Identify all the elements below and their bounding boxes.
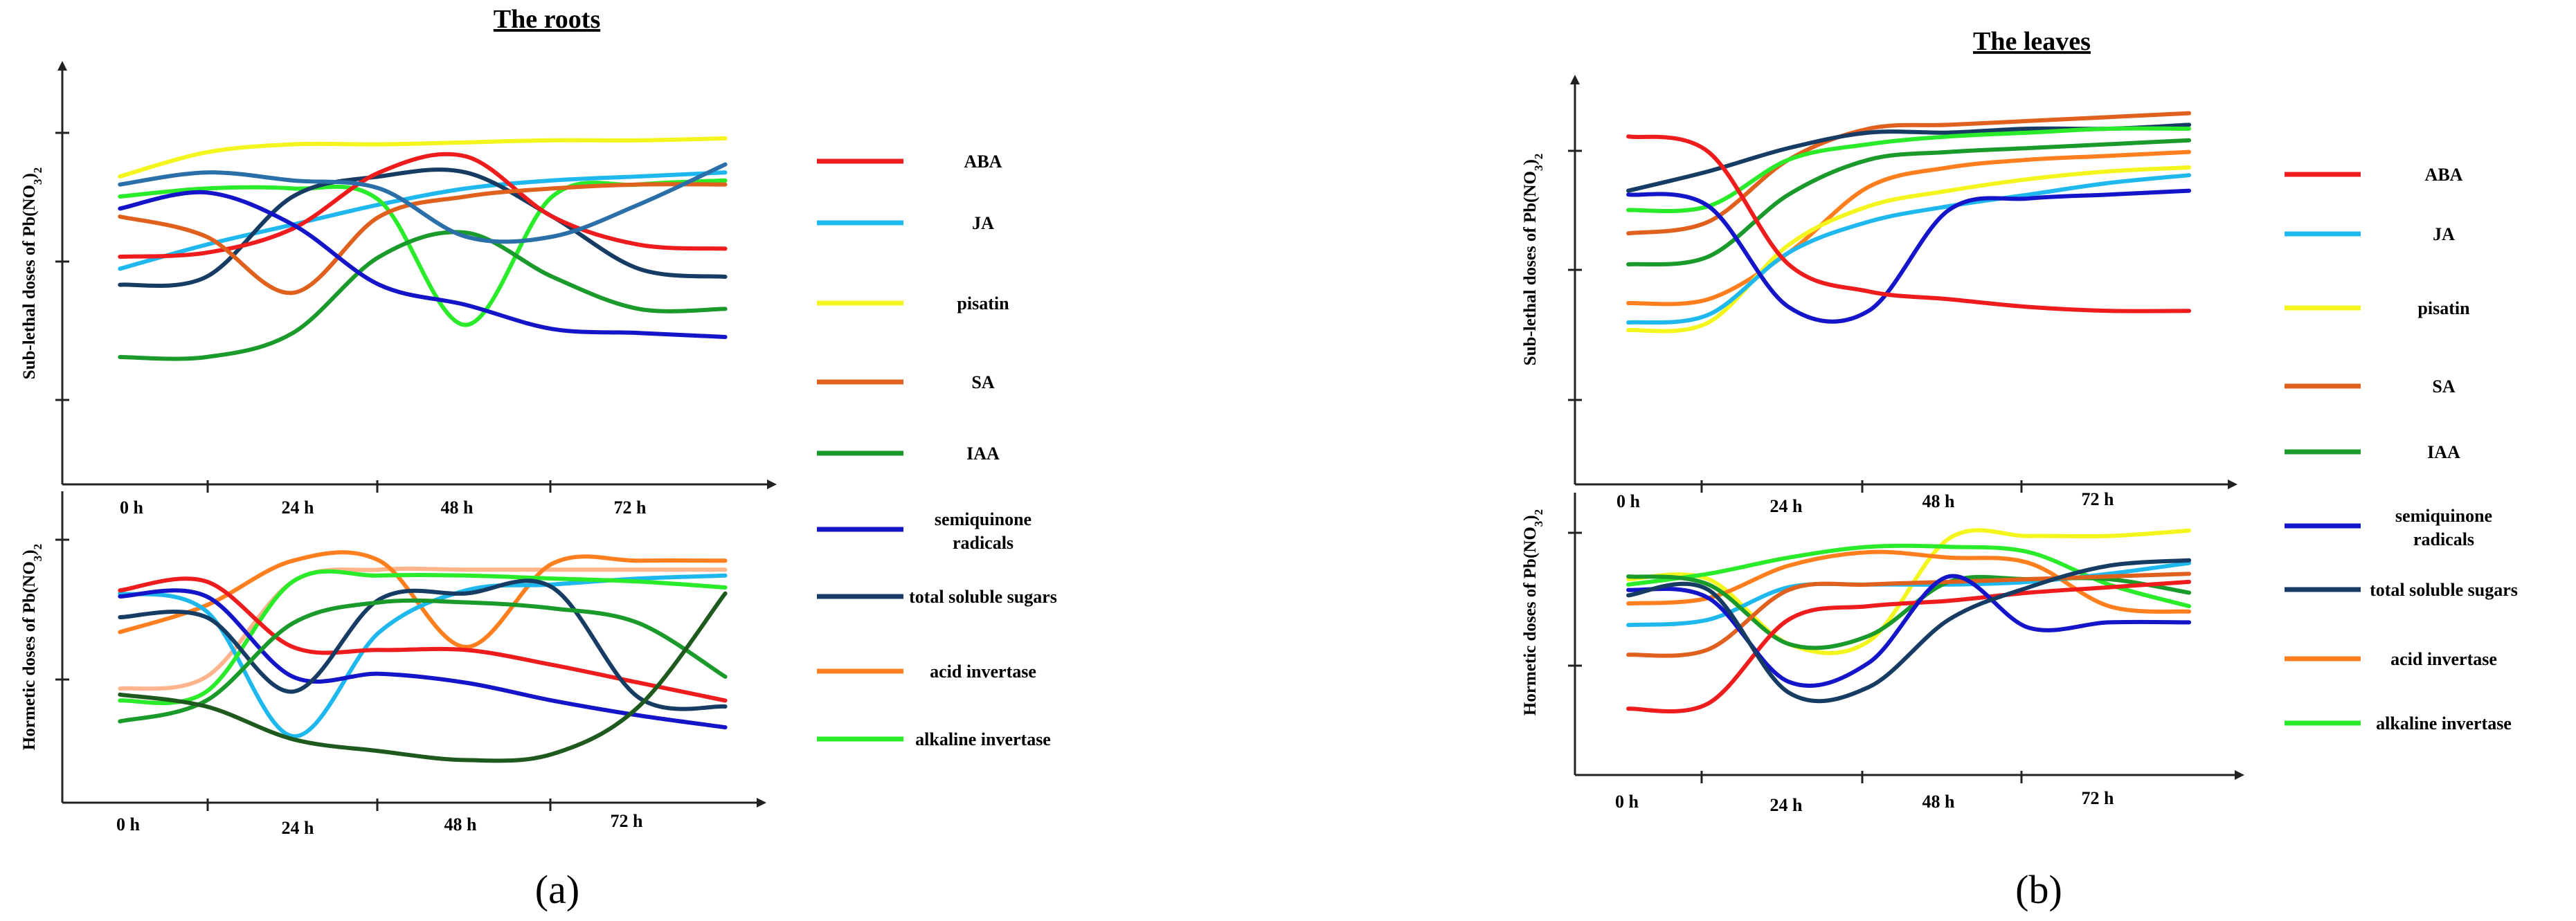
- series-line-total-soluble-sugars: [118, 578, 728, 711]
- series-line-ABA: [1626, 134, 2192, 313]
- panel-leaves: The leaves 0 h 24 h 48 h 72 h 0 h 24 h 4…: [1521, 27, 2244, 912]
- series-line-acid-invertase: [1626, 149, 2192, 307]
- legend-label-acid_invertase: acid invertase: [2390, 649, 2497, 669]
- leaves-hormetic-plot: [1626, 528, 2192, 714]
- panel-a-caption: (a): [535, 867, 579, 912]
- panel-b-caption: (b): [2015, 867, 2062, 912]
- series-line-ABA: [118, 152, 728, 259]
- series-line-pisatin: [1626, 165, 2192, 334]
- legend-label-sugars: total soluble sugars: [2370, 580, 2518, 600]
- roots-legend: ABA JA pisatin SA IAA semiquinone radicals tota…: [817, 152, 1057, 749]
- series-line-alkaline-invertase: [1626, 543, 2192, 608]
- series-line-acid-invertase: [1626, 549, 2192, 614]
- series-line-ABA: [118, 576, 728, 703]
- tick-label: 24 h: [1770, 795, 1803, 815]
- series-line-acid-invertase: [118, 550, 728, 650]
- series-line-SA: [1626, 572, 2192, 658]
- legend-label-sugars: total soluble sugars: [909, 587, 1057, 607]
- series-line-alkaline-invertase: [1626, 126, 2192, 214]
- legend-label-SA: SA: [971, 372, 994, 392]
- leaves-xticks-top: 0 h 24 h 48 h 72 h: [1616, 480, 2114, 516]
- series-line-semiquinone-radicals: [118, 190, 728, 339]
- series-line-IAA: [118, 598, 728, 724]
- series-line-IAA: [118, 230, 728, 361]
- legend-label-acid_invertase: acid invertase: [930, 662, 1036, 682]
- tick-label: 24 h: [282, 498, 315, 518]
- legend-label-ABA: ABA: [964, 152, 1002, 172]
- tick-label: 72 h: [614, 498, 647, 518]
- tick-label: 24 h: [1770, 496, 1803, 516]
- series-line-ABA: [1626, 579, 2192, 714]
- series-line-total-soluble-sugars: [118, 167, 728, 289]
- tick-label: 48 h: [1922, 491, 1956, 511]
- tick-label: 0 h: [120, 498, 144, 518]
- series-line-dark-green-curve: [118, 591, 728, 763]
- tick-label: 48 h: [444, 814, 478, 835]
- series-line-IAA: [1626, 138, 2192, 267]
- tick-label: 0 h: [1616, 491, 1641, 511]
- roots-ylabel-hormetic: Hormetic doses of Pb(NO3)2: [20, 544, 44, 750]
- leaves-ylabel-hormetic: Hormetic doses of Pb(NO3)2: [1521, 509, 1545, 715]
- series-line-semiquinone-radicals: [1626, 574, 2192, 689]
- leaves-legend: ABA JA pisatin SA IAA semiquinone radicals tota…: [2285, 165, 2518, 733]
- legend-label-pisatin: pisatin: [957, 293, 1009, 313]
- roots-xticks-bottom: 0 h 24 h 48 h 72 h: [116, 799, 643, 838]
- roots-sublethal-plot: [118, 136, 728, 361]
- legend-label-ABA: ABA: [2425, 165, 2463, 185]
- series-line-alkaline-invertase: [118, 569, 728, 705]
- series-line-semiquinone-radicals: [1626, 188, 2192, 324]
- series-line-total-soluble-sugars: [1626, 558, 2192, 704]
- series-line-pisatin: [1626, 528, 2192, 655]
- leaves-ylabel-sublethal: Sub-lethal doses of Pb(NO3)2: [1521, 154, 1545, 366]
- leaves-xticks-bottom: 0 h 24 h 48 h 72 h: [1615, 771, 2114, 815]
- legend-label-JA: JA: [2433, 224, 2455, 244]
- series-line-JA: [1626, 173, 2192, 325]
- leaves-title: The leaves: [1973, 27, 2091, 56]
- legend-label-JA: JA: [972, 213, 994, 233]
- roots-title: The roots: [494, 5, 600, 34]
- roots-hormetic-plot: [118, 550, 728, 763]
- tick-label: 72 h: [2082, 489, 2115, 509]
- tick-label: 48 h: [1922, 792, 1956, 812]
- series-line-pisatin: [118, 136, 728, 179]
- roots-xticks-top: 0 h 24 h 48 h 72 h: [120, 480, 647, 518]
- roots-ylabel-sublethal: Sub-lethal doses of Pb(NO3)2: [20, 167, 44, 380]
- tick-label: 72 h: [611, 811, 644, 831]
- legend-label-SA: SA: [2432, 376, 2455, 396]
- legend-label-alkaline_invertase: alkaline invertase: [915, 729, 1051, 749]
- tick-label: 48 h: [441, 498, 474, 518]
- legend-label-IAA: IAA: [2427, 442, 2460, 462]
- legend-label-semiquinone: semiquinone radicals: [935, 509, 1032, 553]
- tick-label: 24 h: [282, 818, 315, 838]
- tick-label: 0 h: [1615, 792, 1639, 812]
- legend-label-alkaline_invertase: alkaline invertase: [2376, 713, 2512, 733]
- legend-label-pisatin: pisatin: [2417, 298, 2470, 318]
- series-line-semiquinone-radicals: [118, 588, 728, 730]
- series-line-light-orange: [118, 566, 728, 691]
- legend-label-IAA: IAA: [966, 444, 1000, 464]
- tick-label: 72 h: [2082, 788, 2115, 808]
- leaves-sublethal-plot: [1626, 111, 2192, 334]
- panel-roots: The roots 0 h 24 h 48 h 72 h 0 h 24 h: [20, 5, 777, 912]
- tick-label: 0 h: [116, 814, 141, 835]
- series-line-teal-curve: [118, 162, 728, 244]
- legend-label-semiquinone: semiquinone radicals: [2395, 506, 2492, 549]
